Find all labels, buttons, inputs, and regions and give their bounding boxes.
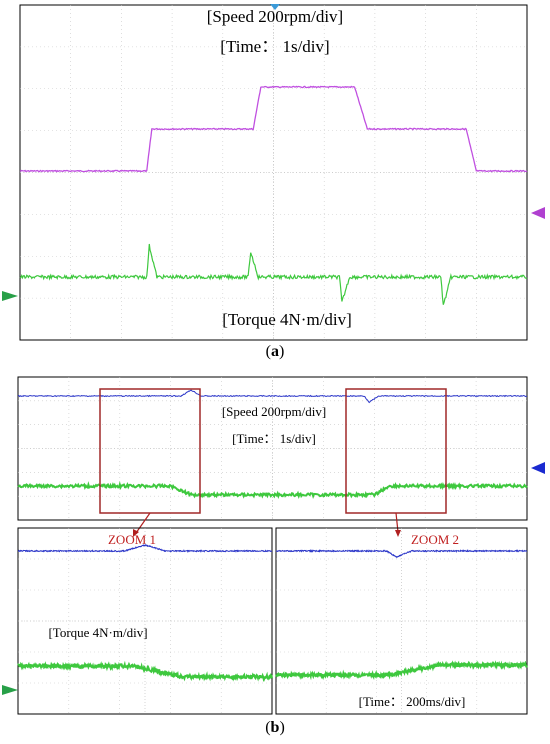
panel-a-traces	[19, 85, 528, 305]
speed-channel-marker	[531, 207, 545, 219]
speed-trace-zoom2	[275, 548, 527, 559]
torque-trace-b	[17, 481, 528, 500]
trigger-marker	[270, 4, 280, 10]
zoom1-arrowhead	[133, 529, 139, 537]
panel-a-torque-scale: [Torque 4N·m/div]	[222, 310, 352, 329]
zoom2-label: ZOOM 2	[411, 532, 459, 547]
zoom2-grid	[276, 528, 527, 714]
panel-b-caption-letter: b	[270, 719, 280, 736]
torque-trace-zoom1	[17, 660, 273, 683]
panel-a-caption: (a)	[265, 343, 285, 360]
zoom1-label: ZOOM 1	[108, 532, 156, 547]
panel-b-zoom1: [Torque 4N·m/div]	[2, 527, 273, 715]
zoom2-arrowhead	[395, 530, 401, 537]
torque-trace	[19, 243, 528, 305]
panel-b-main-grid	[18, 377, 527, 520]
panel-a-caption-letter: a	[271, 343, 279, 360]
zoom1-torque-scale: [Torque 4N·m/div]	[48, 625, 147, 640]
panel-b-zoom2: [Time： 200ms/div]	[275, 527, 528, 715]
panel-b-caption: (b)	[265, 719, 285, 736]
zoom1-traces	[17, 543, 273, 683]
zoom2-traces	[275, 548, 528, 681]
zoom2-time-scale: [Time： 200ms/div]	[359, 694, 466, 709]
panel-a-grid	[20, 5, 527, 340]
torque-trace-zoom2	[275, 660, 528, 681]
zoom2-arrow	[395, 512, 399, 533]
speed-trace	[19, 85, 528, 173]
torque-channel-marker-b	[2, 685, 18, 695]
panel-a: [Speed 200rpm/div] [Time： 1s/div] [Torqu…	[2, 4, 545, 341]
zoom1-arrow	[135, 512, 151, 534]
panel-a-speed-scale: [Speed 200rpm/div]	[207, 7, 343, 26]
speed-channel-marker-b	[531, 462, 545, 474]
panel-b-main-traces	[17, 389, 528, 500]
panel-b-speed-scale: [Speed 200rpm/div]	[222, 404, 326, 419]
speed-trace-zoom1	[17, 543, 273, 553]
panel-a-time-scale: [Time： 1s/div]	[220, 37, 329, 56]
torque-channel-marker	[2, 291, 18, 301]
zoom1-grid	[18, 528, 272, 714]
speed-trace-b	[17, 389, 527, 404]
panel-b-time-scale: [Time： 1s/div]	[232, 431, 316, 446]
panel-b-main: [Speed 200rpm/div] [Time： 1s/div] ZOOM 1…	[17, 376, 545, 547]
